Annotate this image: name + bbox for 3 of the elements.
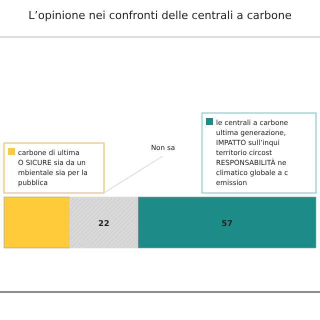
data-label: 57 [222,219,233,228]
data-label: 22 [98,219,110,228]
chart-title: L’opinione nei confronti delle centrali a carbone [28,9,292,22]
